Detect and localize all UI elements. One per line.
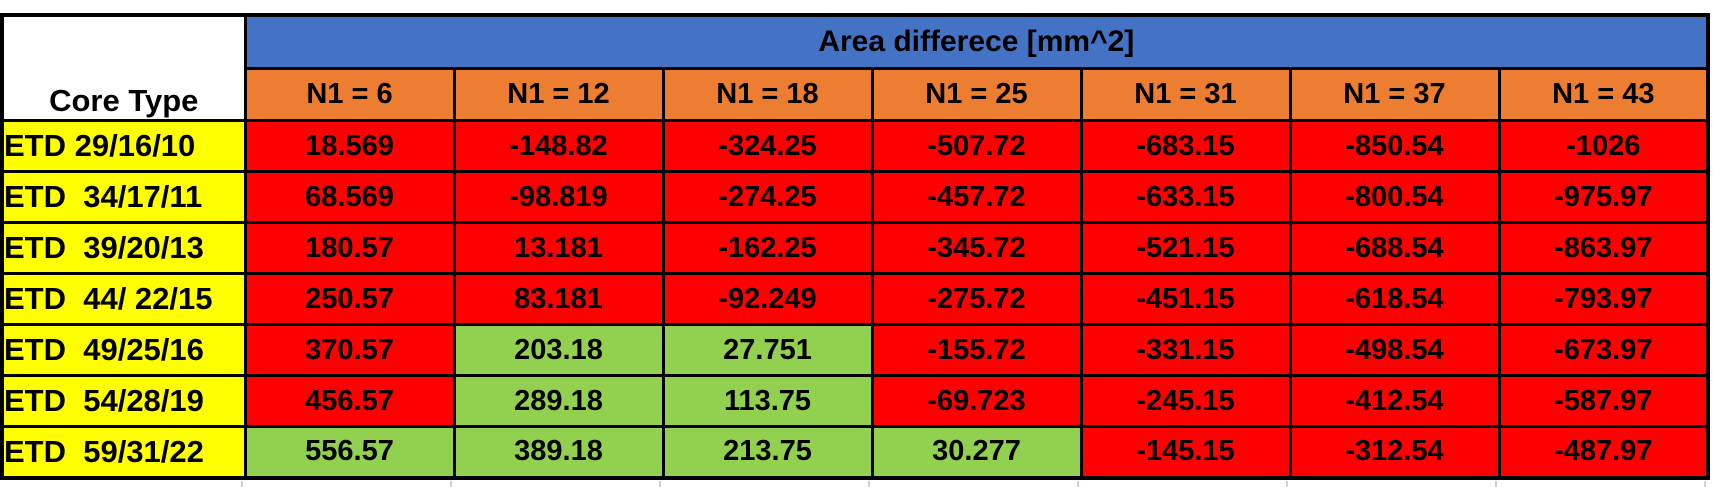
data-cell[interactable]: -92.249 [661,272,874,326]
col-header-n1-6[interactable]: N1 = 6 [243,67,456,122]
data-cell[interactable]: -312.54 [1288,425,1501,479]
data-cell[interactable]: -275.72 [870,272,1083,326]
data-cell[interactable]: -793.97 [1497,272,1710,326]
data-cell[interactable]: 456.57 [243,374,456,428]
gridline-remnant-strip [0,480,1706,487]
row-label-etd-44-22-15[interactable]: ETD 44/ 22/15 [0,272,247,326]
data-cell[interactable]: -587.97 [1497,374,1710,428]
col-header-n1-37[interactable]: N1 = 37 [1288,67,1501,122]
row-label-etd-54-28-19[interactable]: ETD 54/28/19 [0,374,247,428]
data-cell[interactable]: -800.54 [1288,170,1501,224]
data-cell[interactable]: -683.15 [1079,119,1292,173]
column-header-row: N1 = 6 N1 = 12 N1 = 18 N1 = 25 N1 = 31 N… [2,67,1710,122]
data-cell[interactable]: -507.72 [870,119,1083,173]
data-cell[interactable]: 180.57 [243,221,456,275]
data-cell[interactable]: -162.25 [661,221,874,275]
data-cell[interactable]: -457.72 [870,170,1083,224]
data-cell[interactable]: -274.25 [661,170,874,224]
row-label-etd-39-20-13[interactable]: ETD 39/20/13 [0,221,247,275]
data-cell[interactable]: 289.18 [452,374,665,428]
data-cell[interactable]: -1026 [1497,119,1710,173]
data-cell[interactable]: 113.75 [661,374,874,428]
col-header-n1-12[interactable]: N1 = 12 [452,67,665,122]
data-cell[interactable]: -324.25 [661,119,874,173]
data-cell[interactable]: -145.15 [1079,425,1292,479]
data-cell[interactable]: -618.54 [1288,272,1501,326]
area-difference-table: Core Type Area differece [mm^2] N1 = 6 N… [0,13,1711,480]
table-row: ETD 49/25/16 370.57 203.18 27.751 -155.7… [0,323,1710,377]
data-cell[interactable]: 203.18 [452,323,665,377]
data-cell[interactable]: -98.819 [452,170,665,224]
data-cell[interactable]: -412.54 [1288,374,1501,428]
title-row: Core Type Area differece [mm^2] [0,13,1710,122]
data-cell[interactable]: -148.82 [452,119,665,173]
row-label-etd-49-25-16[interactable]: ETD 49/25/16 [0,323,247,377]
data-cell[interactable]: 30.277 [870,425,1083,479]
data-cell[interactable]: -245.15 [1079,374,1292,428]
data-cell[interactable]: -850.54 [1288,119,1501,173]
data-cell[interactable]: -633.15 [1079,170,1292,224]
data-cell[interactable]: -451.15 [1079,272,1292,326]
data-cell[interactable]: 83.181 [452,272,665,326]
table-row: ETD 44/ 22/15 250.57 83.181 -92.249 -275… [0,272,1710,326]
data-cell[interactable]: -345.72 [870,221,1083,275]
data-cell[interactable]: -863.97 [1497,221,1710,275]
data-cell[interactable]: -487.97 [1497,425,1710,479]
data-cell[interactable]: 68.569 [243,170,456,224]
row-label-etd-34-17-11[interactable]: ETD 34/17/11 [0,170,247,224]
col-header-n1-31[interactable]: N1 = 31 [1079,67,1292,122]
data-cell[interactable]: 27.751 [661,323,874,377]
table-row: ETD 59/31/22 556.57 389.18 213.75 30.277… [0,425,1710,479]
data-cell[interactable]: -688.54 [1288,221,1501,275]
data-cell[interactable]: -155.72 [870,323,1083,377]
data-cell[interactable]: 18.569 [243,119,456,173]
col-header-n1-25[interactable]: N1 = 25 [870,67,1083,122]
data-cell[interactable]: -673.97 [1497,323,1710,377]
col-header-n1-18[interactable]: N1 = 18 [661,67,874,122]
data-cell[interactable]: -975.97 [1497,170,1710,224]
data-cell[interactable]: 389.18 [452,425,665,479]
data-cell[interactable]: -69.723 [870,374,1083,428]
table-row: ETD 39/20/13 180.57 13.181 -162.25 -345.… [0,221,1710,275]
data-cell[interactable]: 556.57 [243,425,456,479]
data-cell[interactable]: -331.15 [1079,323,1292,377]
col-header-n1-43[interactable]: N1 = 43 [1497,67,1710,122]
table-row: ETD 54/28/19 456.57 289.18 113.75 -69.72… [0,374,1710,428]
table-row: ETD 34/17/11 68.569 -98.819 -274.25 -457… [0,170,1710,224]
data-cell[interactable]: 250.57 [243,272,456,326]
corner-core-type-header[interactable]: Core Type [0,13,247,122]
data-cell[interactable]: 13.181 [452,221,665,275]
row-label-etd-29-16-10[interactable]: ETD 29/16/10 [0,119,247,173]
table-title-banner[interactable]: Area differece [mm^2] [243,13,1710,70]
data-cell[interactable]: 370.57 [243,323,456,377]
data-cell[interactable]: -498.54 [1288,323,1501,377]
table-row: ETD 29/16/10 18.569 -148.82 -324.25 -507… [0,119,1710,173]
row-label-etd-59-31-22[interactable]: ETD 59/31/22 [0,425,247,479]
data-cell[interactable]: -521.15 [1079,221,1292,275]
data-cell[interactable]: 213.75 [661,425,874,479]
